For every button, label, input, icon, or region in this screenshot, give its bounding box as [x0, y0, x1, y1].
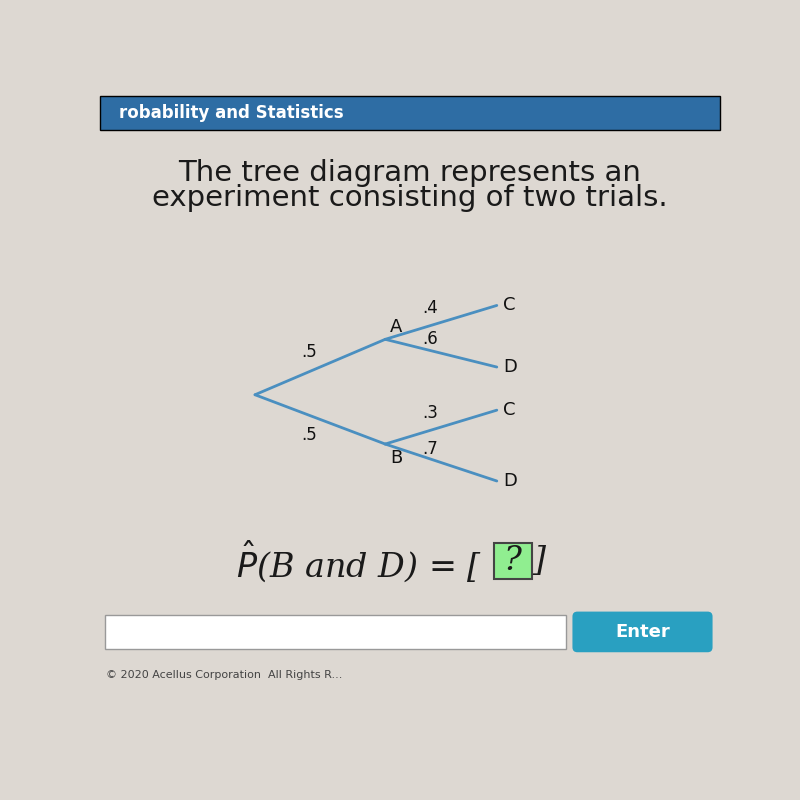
Text: $\hat{P}$(B and D) = [: $\hat{P}$(B and D) = [ [237, 538, 482, 584]
Text: .5: .5 [301, 426, 317, 443]
Text: D: D [503, 358, 517, 376]
Text: C: C [503, 297, 515, 314]
Text: The tree diagram represents an: The tree diagram represents an [178, 159, 642, 187]
Text: robability and Statistics: robability and Statistics [118, 104, 343, 122]
Text: A: A [390, 318, 402, 336]
Text: ]: ] [533, 545, 546, 577]
Text: .6: .6 [422, 330, 438, 348]
FancyBboxPatch shape [494, 543, 531, 579]
Text: D: D [503, 472, 517, 490]
Text: .5: .5 [301, 343, 317, 361]
Text: .3: .3 [422, 404, 438, 422]
Text: B: B [390, 449, 402, 467]
Text: Enter: Enter [615, 623, 670, 641]
FancyBboxPatch shape [573, 611, 713, 652]
Text: © 2020 Acellus Corporation  All Rights R...: © 2020 Acellus Corporation All Rights R.… [106, 670, 342, 680]
Text: C: C [503, 401, 515, 419]
Text: ?: ? [504, 545, 522, 577]
Text: .4: .4 [422, 299, 438, 318]
Text: experiment consisting of two trials.: experiment consisting of two trials. [152, 184, 668, 212]
FancyBboxPatch shape [100, 96, 720, 130]
FancyBboxPatch shape [105, 615, 566, 649]
Text: .7: .7 [422, 439, 438, 458]
